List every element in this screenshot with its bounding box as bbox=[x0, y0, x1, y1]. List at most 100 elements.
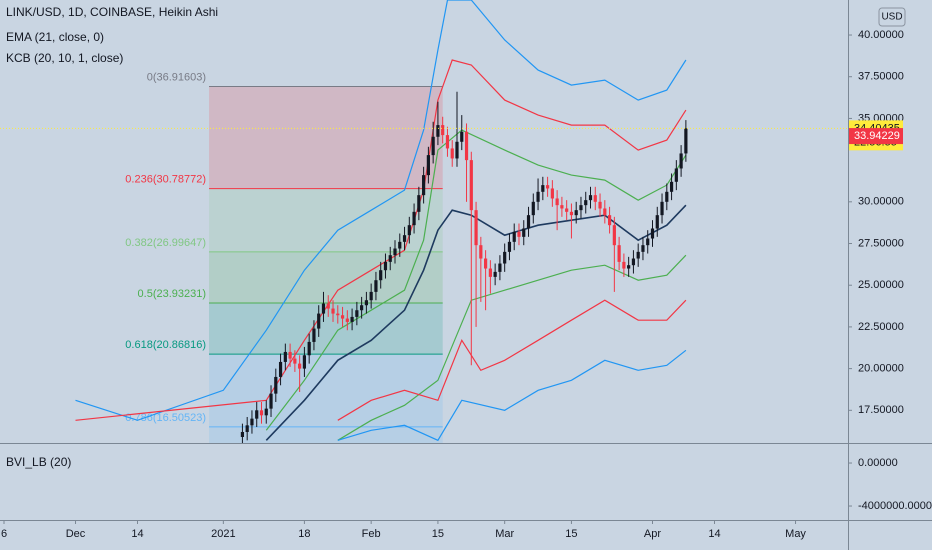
candle-body bbox=[302, 355, 307, 369]
marker-label: 33.94229 bbox=[854, 130, 900, 142]
currency-label[interactable]: USD bbox=[881, 12, 902, 23]
candle-body bbox=[545, 185, 550, 189]
candle-body bbox=[565, 208, 569, 212]
candle-body bbox=[269, 393, 273, 409]
x-tick-label: Dec bbox=[66, 528, 86, 540]
candle-body bbox=[674, 168, 678, 182]
candle-body bbox=[498, 263, 502, 272]
candle-body bbox=[283, 351, 287, 362]
candle-body bbox=[369, 291, 373, 301]
candle-body bbox=[326, 303, 330, 309]
candle-body bbox=[402, 235, 407, 242]
candle-body bbox=[474, 210, 478, 246]
x-tick-label: 6 bbox=[1, 528, 7, 540]
candle-body bbox=[512, 231, 516, 242]
candle-body bbox=[336, 313, 340, 316]
candle-body bbox=[607, 215, 612, 226]
candle-body bbox=[550, 188, 554, 199]
candle-body bbox=[588, 195, 593, 201]
candle-body bbox=[278, 361, 283, 377]
candle-body bbox=[531, 201, 535, 216]
candle-body bbox=[684, 128, 688, 154]
candle-body bbox=[617, 245, 621, 262]
candle-body bbox=[569, 211, 574, 216]
candle-body bbox=[393, 248, 397, 256]
candle-body bbox=[431, 136, 435, 156]
candle-body bbox=[288, 351, 292, 359]
candle-body bbox=[240, 431, 245, 437]
candle-body bbox=[603, 208, 607, 216]
y-tick-label: 40.00000 bbox=[858, 29, 904, 41]
candle-body bbox=[641, 245, 645, 252]
candle-body bbox=[417, 195, 421, 212]
candle-body bbox=[445, 135, 450, 149]
candle-body bbox=[412, 211, 416, 226]
candle-body bbox=[293, 358, 297, 364]
fib-label: 0(36.91603) bbox=[147, 71, 206, 83]
candle-body bbox=[679, 153, 683, 169]
price-pane: 0(36.91603) 0.236(30.78772) 0.382(26.99647… bbox=[75, 0, 688, 443]
candle-body bbox=[422, 175, 426, 196]
fib-zone bbox=[209, 188, 443, 252]
y-tick-label: 22.50000 bbox=[858, 321, 904, 333]
candle-body bbox=[426, 155, 430, 176]
candle-body bbox=[407, 225, 411, 236]
candle-body bbox=[507, 241, 512, 252]
fib-zone bbox=[209, 251, 443, 304]
candle-body bbox=[264, 408, 268, 416]
candle-body bbox=[541, 185, 545, 192]
candle-body bbox=[441, 125, 445, 136]
candle-body bbox=[579, 205, 583, 211]
candle-body bbox=[536, 191, 540, 202]
candle-body bbox=[560, 205, 564, 209]
candle-body bbox=[503, 251, 507, 264]
marker-box bbox=[849, 128, 903, 145]
candle-body bbox=[250, 418, 254, 426]
fib-zone bbox=[209, 354, 443, 427]
candle-body bbox=[450, 148, 454, 159]
symbol-legend: LINK/USD, 1D, COINBASE, Heikin Ashi bbox=[6, 5, 218, 19]
candle-body bbox=[517, 231, 521, 237]
candle-body bbox=[355, 310, 359, 317]
candle-body bbox=[522, 228, 526, 237]
x-tick-label: Feb bbox=[362, 528, 381, 540]
candle-body bbox=[612, 225, 616, 246]
candle-body bbox=[469, 160, 473, 211]
candle-body bbox=[317, 313, 321, 329]
candle-body bbox=[383, 261, 388, 271]
y-tick-label: 37.50000 bbox=[858, 71, 904, 83]
y-tick-label: 17.50000 bbox=[858, 404, 904, 416]
candle-body bbox=[340, 315, 345, 319]
indicator-line bbox=[337, 299, 687, 421]
candle-body bbox=[484, 258, 488, 269]
candle-body bbox=[650, 228, 655, 239]
candle-body bbox=[379, 270, 383, 281]
candle-body bbox=[631, 258, 636, 266]
y-tick-label: 20.00000 bbox=[858, 363, 904, 375]
candle-body bbox=[364, 300, 368, 306]
candle-body bbox=[636, 251, 640, 259]
indicator-line bbox=[337, 254, 687, 441]
candle-body bbox=[584, 200, 588, 206]
candle-body bbox=[360, 305, 364, 311]
fib-label: 0.236(30.78772) bbox=[125, 174, 206, 186]
y-tick-label: 30.00000 bbox=[858, 196, 904, 208]
candle-body bbox=[627, 265, 631, 269]
candle-body bbox=[555, 198, 559, 206]
x-tick-label: May bbox=[785, 528, 806, 540]
currency-button[interactable] bbox=[878, 7, 906, 27]
fib-zone bbox=[209, 86, 443, 189]
candle-body bbox=[321, 303, 326, 314]
candle-body bbox=[350, 316, 354, 322]
fib-label: 0.786(16.50523) bbox=[125, 412, 206, 424]
candle-body bbox=[460, 131, 464, 142]
candle-body bbox=[298, 363, 302, 369]
candle-body bbox=[245, 425, 249, 432]
x-tick-label: Mar bbox=[495, 528, 514, 540]
candle-body bbox=[345, 318, 349, 322]
fib-zone bbox=[209, 426, 443, 443]
y-tick-label: 27.50000 bbox=[858, 237, 904, 249]
candle-body bbox=[331, 308, 335, 314]
